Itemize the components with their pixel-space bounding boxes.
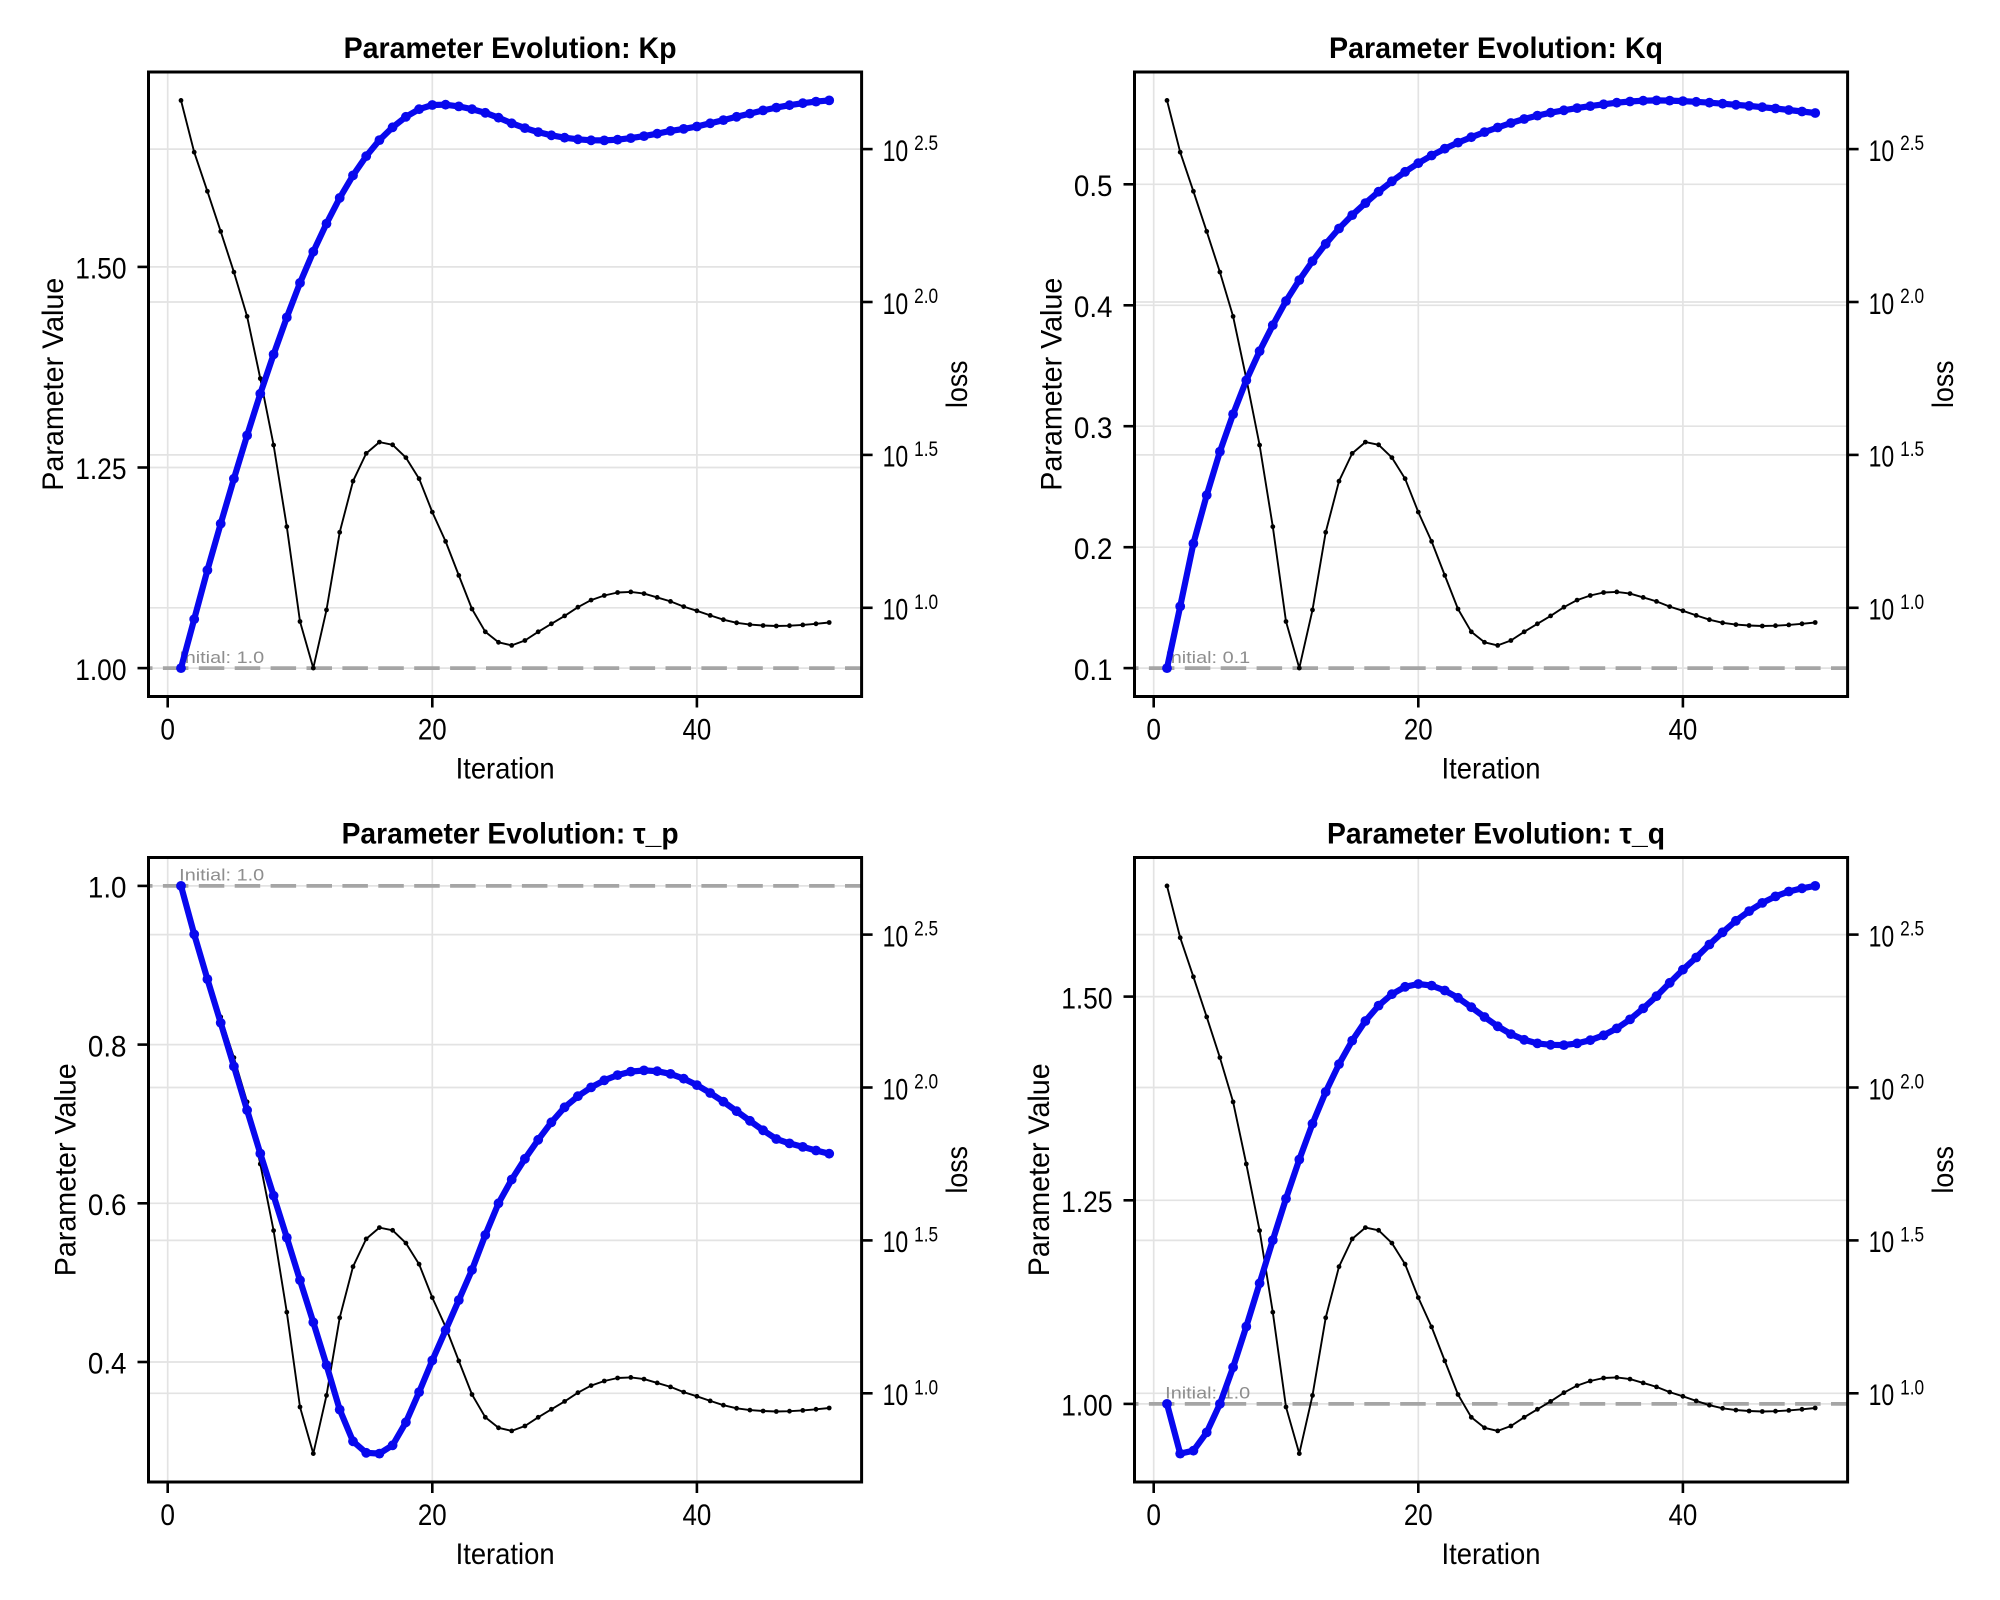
svg-text:1.0: 1.0 bbox=[914, 1376, 938, 1399]
svg-text:10: 10 bbox=[883, 1073, 909, 1106]
svg-text:10: 10 bbox=[1869, 1073, 1895, 1106]
svg-text:1.00: 1.00 bbox=[75, 654, 126, 687]
svg-text:1.0: 1.0 bbox=[1900, 1376, 1924, 1399]
svg-text:10: 10 bbox=[883, 594, 909, 627]
svg-text:10: 10 bbox=[883, 920, 909, 953]
svg-text:0.2: 0.2 bbox=[1074, 533, 1113, 566]
svg-text:40: 40 bbox=[1669, 1499, 1698, 1532]
svg-text:10: 10 bbox=[883, 1226, 909, 1259]
svg-text:0.1: 0.1 bbox=[1074, 654, 1113, 687]
svg-text:Parameter Evolution: τ_q: Parameter Evolution: τ_q bbox=[1327, 817, 1665, 850]
svg-text:Parameter Value: Parameter Value bbox=[1023, 1063, 1056, 1276]
svg-text:loss: loss bbox=[1927, 1146, 1960, 1194]
svg-text:2.0: 2.0 bbox=[1900, 285, 1924, 308]
svg-text:10: 10 bbox=[1869, 288, 1895, 321]
svg-text:loss: loss bbox=[941, 1146, 974, 1194]
svg-text:10: 10 bbox=[1869, 920, 1895, 953]
svg-text:2.5: 2.5 bbox=[914, 918, 938, 941]
svg-text:Parameter Evolution: Kq: Parameter Evolution: Kq bbox=[1329, 32, 1663, 65]
svg-text:2.0: 2.0 bbox=[1900, 1071, 1924, 1094]
svg-text:loss: loss bbox=[1927, 360, 1960, 408]
svg-text:1.25: 1.25 bbox=[75, 453, 126, 486]
svg-text:2.5: 2.5 bbox=[914, 132, 938, 155]
svg-text:10: 10 bbox=[1869, 594, 1895, 627]
svg-text:20: 20 bbox=[418, 1499, 447, 1532]
svg-text:10: 10 bbox=[1869, 1379, 1895, 1412]
svg-text:Parameter Value: Parameter Value bbox=[1036, 278, 1069, 491]
svg-text:10: 10 bbox=[1869, 441, 1895, 474]
svg-text:40: 40 bbox=[683, 714, 712, 747]
svg-text:0.8: 0.8 bbox=[88, 1030, 127, 1063]
svg-text:0.4: 0.4 bbox=[88, 1348, 127, 1381]
svg-text:0.4: 0.4 bbox=[1074, 291, 1113, 324]
svg-text:2.0: 2.0 bbox=[914, 1071, 938, 1094]
svg-text:0: 0 bbox=[1146, 1499, 1161, 1532]
svg-text:20: 20 bbox=[1404, 714, 1433, 747]
svg-text:0: 0 bbox=[1146, 714, 1161, 747]
svg-text:0.3: 0.3 bbox=[1074, 412, 1113, 445]
svg-text:1.5: 1.5 bbox=[914, 438, 938, 461]
svg-text:10: 10 bbox=[883, 1379, 909, 1412]
svg-text:Iteration: Iteration bbox=[1442, 1538, 1541, 1571]
svg-text:1.25: 1.25 bbox=[1061, 1186, 1112, 1219]
svg-text:Parameter Evolution: Kp: Parameter Evolution: Kp bbox=[344, 32, 677, 65]
svg-text:10: 10 bbox=[1869, 135, 1895, 168]
svg-text:1.5: 1.5 bbox=[1900, 1224, 1924, 1247]
svg-text:Iteration: Iteration bbox=[1442, 753, 1541, 786]
svg-text:Initial: 1.0: Initial: 1.0 bbox=[179, 867, 264, 885]
svg-text:20: 20 bbox=[418, 714, 447, 747]
svg-text:40: 40 bbox=[683, 1499, 712, 1532]
svg-text:0.5: 0.5 bbox=[1074, 170, 1113, 203]
svg-text:Initial: 0.1: Initial: 0.1 bbox=[1165, 649, 1250, 667]
svg-text:10: 10 bbox=[883, 441, 909, 474]
svg-text:2.5: 2.5 bbox=[1900, 132, 1924, 155]
svg-text:Parameter Value: Parameter Value bbox=[37, 278, 70, 491]
svg-text:0: 0 bbox=[160, 1499, 175, 1532]
svg-text:1.5: 1.5 bbox=[914, 1224, 938, 1247]
svg-text:Iteration: Iteration bbox=[456, 1538, 555, 1571]
svg-text:1.0: 1.0 bbox=[914, 591, 938, 614]
svg-text:Parameter Evolution: τ_p: Parameter Evolution: τ_p bbox=[342, 817, 679, 850]
svg-text:1.5: 1.5 bbox=[1900, 438, 1924, 461]
svg-text:1.00: 1.00 bbox=[1061, 1390, 1112, 1423]
svg-text:1.50: 1.50 bbox=[1061, 982, 1112, 1015]
svg-text:1.50: 1.50 bbox=[75, 253, 126, 286]
svg-text:1.0: 1.0 bbox=[88, 872, 127, 905]
svg-text:loss: loss bbox=[941, 360, 974, 408]
svg-text:20: 20 bbox=[1404, 1499, 1433, 1532]
svg-text:0.6: 0.6 bbox=[88, 1189, 127, 1222]
svg-text:10: 10 bbox=[883, 288, 909, 321]
svg-text:Initial: 1.0: Initial: 1.0 bbox=[179, 649, 264, 667]
svg-text:0: 0 bbox=[160, 714, 175, 747]
svg-text:1.0: 1.0 bbox=[1900, 591, 1924, 614]
svg-text:40: 40 bbox=[1669, 714, 1698, 747]
svg-text:10: 10 bbox=[1869, 1226, 1895, 1259]
svg-text:10: 10 bbox=[883, 135, 909, 168]
svg-text:Parameter Value: Parameter Value bbox=[50, 1063, 83, 1276]
svg-text:Iteration: Iteration bbox=[456, 753, 555, 786]
svg-text:2.5: 2.5 bbox=[1900, 918, 1924, 941]
svg-text:2.0: 2.0 bbox=[914, 285, 938, 308]
svg-text:Initial: 1.0: Initial: 1.0 bbox=[1165, 1385, 1250, 1403]
